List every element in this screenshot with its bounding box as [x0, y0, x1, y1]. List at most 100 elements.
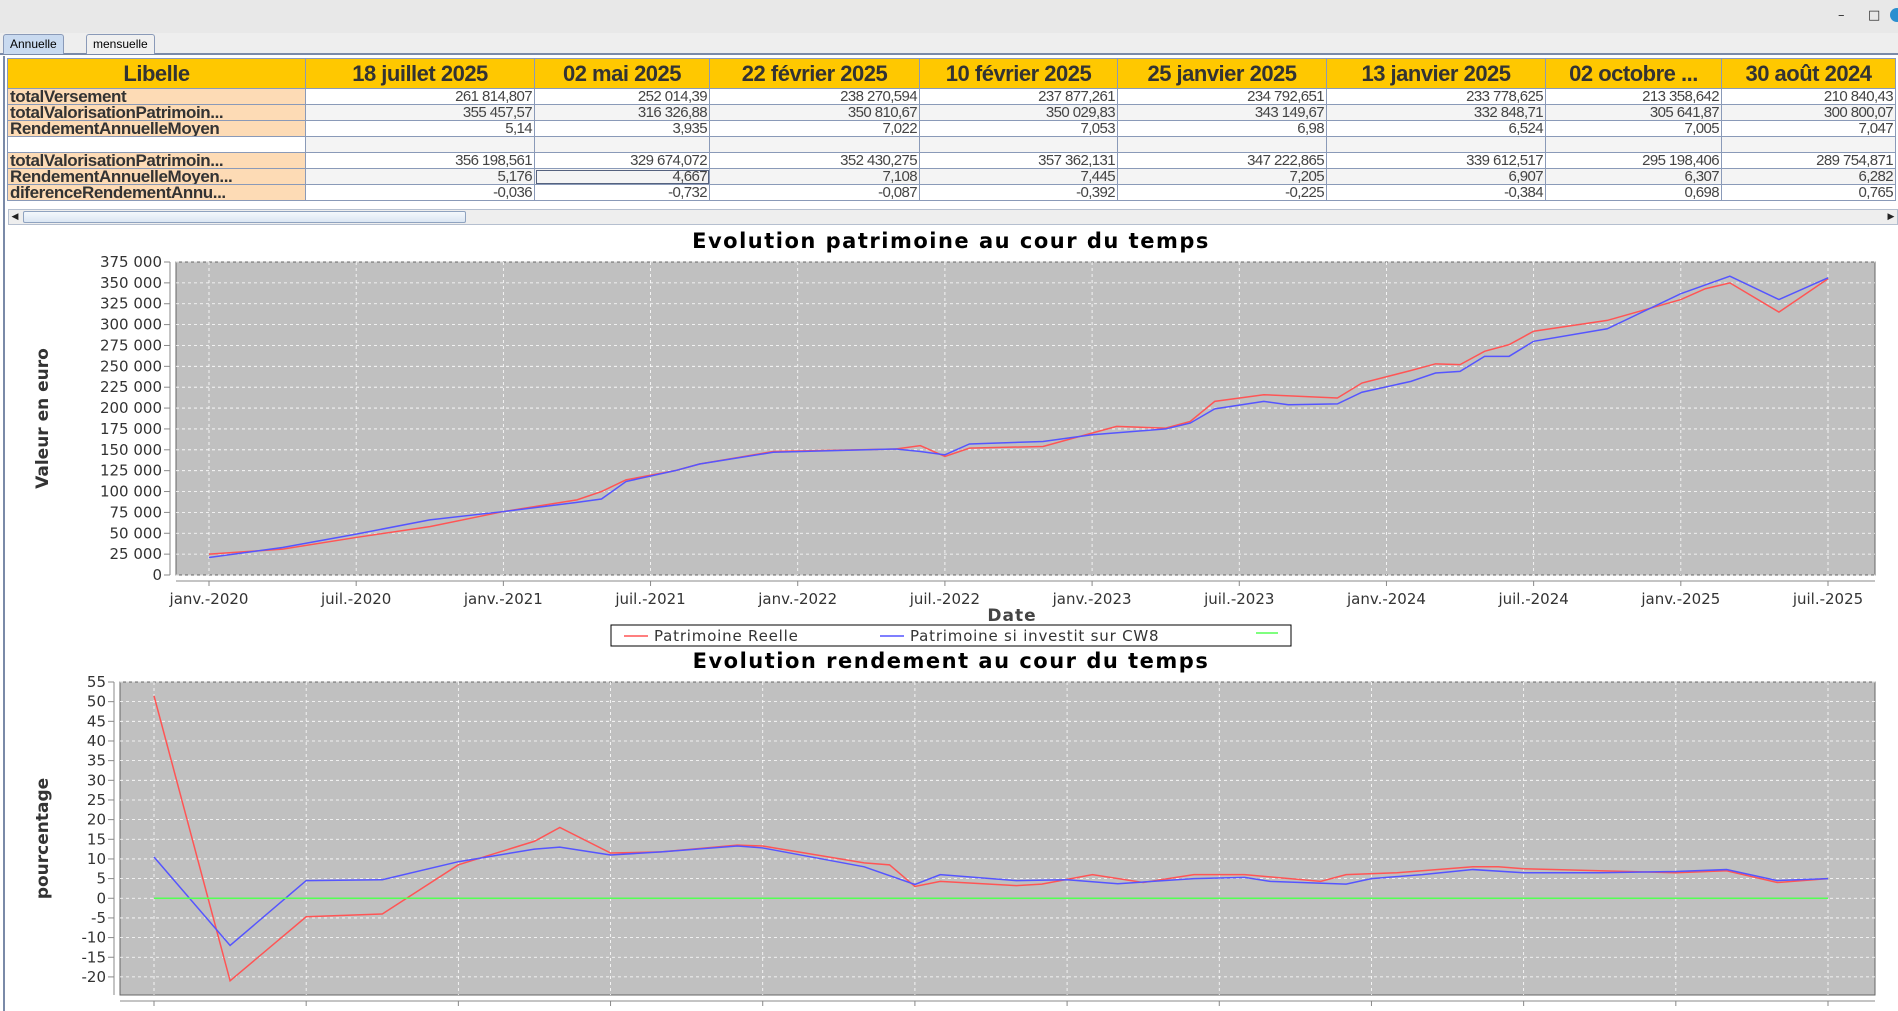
- table-cell[interactable]: [1721, 136, 1896, 153]
- table-cell[interactable]: 350 029,83: [919, 104, 1118, 121]
- table-row: diferenceRendementAnnu... -0,036 -0,732 -0,…: [7, 184, 1896, 201]
- x-tick-label: juil.-2024: [1497, 590, 1568, 608]
- row-label[interactable]: totalValorisationPatrimoin...: [7, 152, 306, 169]
- horizontal-scrollbar[interactable]: ◀ ▶: [8, 209, 1898, 225]
- chart-title: Evolution patrimoine au cour du temps: [692, 229, 1210, 253]
- table-cell[interactable]: 7,047: [1721, 120, 1896, 137]
- chart-title: Evolution rendement au cour du temps: [693, 649, 1210, 673]
- y-tick-label: -5: [91, 909, 106, 927]
- x-axis-label: Date: [987, 606, 1036, 626]
- tab-annuelle[interactable]: Annuelle: [3, 34, 64, 54]
- table-cell[interactable]: 347 222,865: [1117, 152, 1327, 169]
- table-cell[interactable]: -0,732: [534, 184, 710, 201]
- y-tick-label: 325 000: [100, 295, 162, 313]
- table-cell[interactable]: -0,036: [305, 184, 535, 201]
- y-tick-label: 20: [87, 811, 106, 829]
- column-header-date[interactable]: 22 février 2025: [709, 58, 920, 89]
- y-tick-label: 30: [87, 771, 106, 789]
- plot-area: [119, 681, 1876, 996]
- table-cell[interactable]: 238 270,594: [709, 88, 920, 105]
- table-cell[interactable]: 357 362,131: [919, 152, 1118, 169]
- y-tick-label: 50 000: [110, 524, 163, 542]
- table-cell[interactable]: 316 326,88: [534, 104, 710, 121]
- y-tick-label: 150 000: [100, 441, 162, 459]
- table-cell[interactable]: -0,392: [919, 184, 1118, 201]
- y-tick-label: 250 000: [100, 357, 162, 375]
- y-tick-label: 25 000: [110, 545, 163, 563]
- y-tick-label: 50: [87, 693, 106, 711]
- x-tick-label: juil.-2022: [909, 590, 980, 608]
- y-tick-label: 0: [152, 566, 162, 584]
- x-tick-label: janv.-2023: [1052, 590, 1132, 608]
- window-title-bar: – □: [0, 0, 1898, 33]
- table-cell[interactable]: 237 877,261: [919, 88, 1118, 105]
- table-cell[interactable]: 7,445: [919, 168, 1118, 185]
- x-tick-label: juil.-2020: [320, 590, 391, 608]
- column-header-date[interactable]: 30 août 2024: [1721, 58, 1896, 89]
- series-line-1: [153, 845, 1829, 947]
- y-tick-label: 10: [87, 850, 106, 868]
- table-cell[interactable]: 7,108: [709, 168, 920, 185]
- column-header-date[interactable]: 02 octobre ...: [1545, 58, 1722, 89]
- table-cell[interactable]: 305 641,87: [1545, 104, 1722, 121]
- y-tick-label: 200 000: [100, 399, 162, 417]
- table-cell[interactable]: 0,765: [1721, 184, 1896, 201]
- y-tick-label: 225 000: [100, 378, 162, 396]
- table-row: RendementAnnuelleMoyen... 5,176 4,667 7,108…: [7, 168, 1896, 185]
- y-axis-label: pourcentage: [33, 778, 53, 899]
- data-table: Libelle 18 juillet 2025 02 mai 2025 22 févr…: [7, 58, 1896, 201]
- table-cell[interactable]: 6,282: [1721, 168, 1896, 185]
- maximize-icon[interactable]: □: [1868, 8, 1881, 23]
- x-tick-label: juil.-2023: [1203, 590, 1274, 608]
- row-label[interactable]: totalVersement: [7, 88, 306, 105]
- row-label[interactable]: diferenceRendementAnnu...: [7, 184, 306, 201]
- table-cell[interactable]: -0,384: [1326, 184, 1546, 201]
- y-tick-label: 45: [87, 712, 106, 730]
- table-cell[interactable]: 300 800,07: [1721, 104, 1896, 121]
- table-cell[interactable]: 233 778,625: [1326, 88, 1546, 105]
- table-cell[interactable]: [305, 136, 535, 153]
- x-tick-label: janv.-2024: [1346, 590, 1426, 608]
- column-header-date[interactable]: 02 mai 2025: [534, 58, 710, 89]
- y-tick-label: 350 000: [100, 274, 162, 292]
- x-tick-label: janv.-2020: [169, 590, 249, 608]
- column-header-date[interactable]: 13 janvier 2025: [1326, 58, 1546, 89]
- table-cell[interactable]: [1326, 136, 1546, 153]
- table-cell[interactable]: 0,698: [1545, 184, 1722, 201]
- table-header: Libelle 18 juillet 2025 02 mai 2025 22 févr…: [7, 58, 1896, 89]
- y-tick-label: 375 000: [100, 253, 162, 271]
- column-header-date[interactable]: 10 février 2025: [919, 58, 1118, 89]
- table-cell[interactable]: -0,225: [1117, 184, 1327, 201]
- table-cell[interactable]: -0,087: [709, 184, 920, 201]
- scroll-left-icon[interactable]: ◀: [11, 212, 19, 222]
- x-tick-label: janv.-2022: [757, 590, 837, 608]
- scrollbar-thumb[interactable]: [23, 211, 466, 223]
- series-line-0: [208, 278, 1829, 555]
- y-tick-label: 40: [87, 732, 106, 750]
- y-tick-label: 175 000: [100, 420, 162, 438]
- table-cell[interactable]: [1545, 136, 1722, 153]
- table-cell[interactable]: 355 457,57: [305, 104, 535, 121]
- minimize-icon[interactable]: –: [1838, 8, 1845, 23]
- table-cell[interactable]: 7,205: [1117, 168, 1327, 185]
- x-tick-label: janv.-2025: [1640, 590, 1720, 608]
- y-tick-label: 5: [96, 870, 106, 888]
- table-cell[interactable]: 6,907: [1326, 168, 1546, 185]
- tab-mensuelle[interactable]: mensuelle: [86, 34, 155, 54]
- legend-label: Patrimoine Reelle: [654, 627, 799, 645]
- y-tick-label: 275 000: [100, 336, 162, 354]
- table-cell[interactable]: 352 430,275: [709, 152, 920, 169]
- row-label[interactable]: [7, 136, 306, 153]
- rendement-chart: Evolution rendement au cour du temps -20 -…: [33, 649, 1876, 1011]
- y-tick-label: 0: [96, 889, 106, 907]
- table-cell[interactable]: 4,667: [534, 168, 710, 185]
- y-tick-label: -10: [82, 929, 107, 947]
- table-cell[interactable]: 356 198,561: [305, 152, 535, 169]
- scroll-right-icon[interactable]: ▶: [1887, 212, 1895, 222]
- y-tick-label: 25: [87, 791, 106, 809]
- table-cell[interactable]: 213 358,642: [1545, 88, 1722, 105]
- table-cell[interactable]: 332 848,71: [1326, 104, 1546, 121]
- y-axis-label: Valeur en euro: [33, 348, 53, 489]
- close-icon[interactable]: [1890, 8, 1898, 22]
- row-label[interactable]: RendementAnnuelleMoyen...: [7, 168, 306, 185]
